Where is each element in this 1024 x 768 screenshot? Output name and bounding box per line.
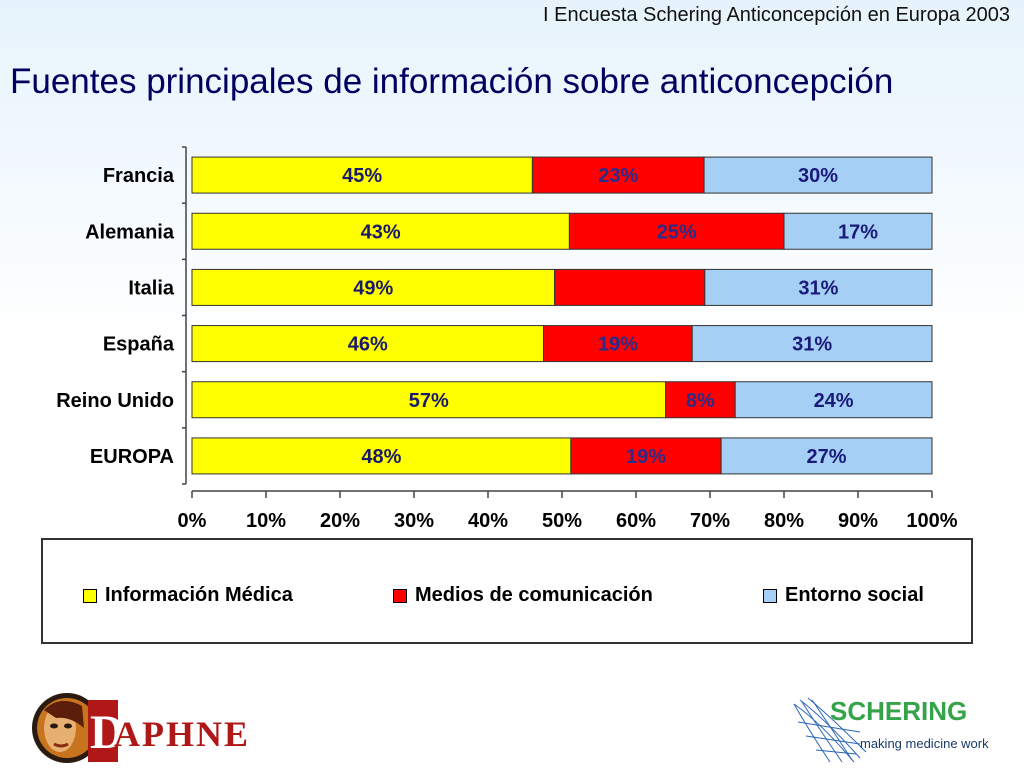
schering-logo-text: SCHERING [830,696,967,726]
bar-segment [568,212,785,250]
schering-logo: SCHERING making medicine work [793,696,989,763]
legend-label: Medios de comunicación [415,584,653,606]
data-label: 17% [838,221,878,243]
data-label: 24% [814,390,854,412]
bar-segment [191,381,667,419]
bar-segment [191,325,544,363]
bar-segment [191,437,572,475]
legend-item: Entorno social [763,584,924,607]
x-tick-label: 40% [468,510,508,532]
legend-item: Medios de comunicación [393,584,653,607]
svg-text:D: D [90,706,125,759]
x-tick-label: 20% [320,510,360,532]
bar-segment [191,268,556,306]
legend-label: Entorno social [785,584,924,606]
data-label: 46% [348,334,388,356]
bar-segment [665,381,736,419]
legend-swatch [83,588,97,603]
x-tick-label: 80% [764,510,804,532]
bar-segment [543,325,693,363]
bar-segment [191,212,570,250]
legend-label: Información Médica [105,584,293,606]
schering-tagline: making medicine work [860,736,989,751]
category-label: Alemania [85,221,175,243]
header-subtitle: I Encuesta Schering Anticoncepción en Eu… [543,4,1010,26]
data-label: 30% [798,165,838,187]
data-label: 45% [342,165,382,187]
data-label: 48% [361,446,401,468]
bar-segment [704,268,933,306]
data-label: 27% [807,446,847,468]
data-label: 8% [686,390,715,412]
data-label: 23% [598,165,638,187]
category-label: Reino Unido [56,390,174,412]
data-label: 31% [792,334,832,356]
x-tick-label: 90% [838,510,878,532]
x-tick-label: 10% [246,510,286,532]
category-label: EUROPA [90,446,174,468]
daphne-logo: D APHNE [32,693,250,763]
bar-segment [703,156,933,194]
data-label: 57% [409,390,449,412]
stacked-bar-chart: 0% 10% 20% 30% 40% 50% 60% 70% 80% 90% 100% Francia… [56,146,958,532]
data-label: 25% [657,221,697,243]
bar-segment [554,268,706,306]
legend-item: Información Médica [83,584,293,607]
bar-segment [191,156,533,194]
x-tick-label: 100% [906,510,957,532]
bar-segment [783,212,933,250]
data-label: 31% [798,277,838,299]
bar-segment [691,325,933,363]
x-tick-label: 50% [542,510,582,532]
bar-segment [570,437,722,475]
category-label: España [103,334,175,356]
data-label: 43% [361,221,401,243]
data-label: 49% [353,277,393,299]
chart-legend: Información Médica Medios de comunicación… [41,538,973,644]
data-label: 19% [626,446,666,468]
slide-title: Fuentes principales de información sobre… [10,62,894,101]
legend-swatch [393,588,407,603]
x-tick-label: 60% [616,510,656,532]
x-tick-label: 30% [394,510,434,532]
daphne-logo-text: APHNE [114,714,250,754]
legend-swatch [763,588,777,603]
x-tick-label: 0% [178,510,207,532]
category-label: Francia [103,165,175,187]
category-label: Italia [128,277,174,299]
data-label: 19% [598,334,638,356]
bar-segment [734,381,933,419]
x-tick-label: 70% [690,510,730,532]
bar-segment [720,437,933,475]
